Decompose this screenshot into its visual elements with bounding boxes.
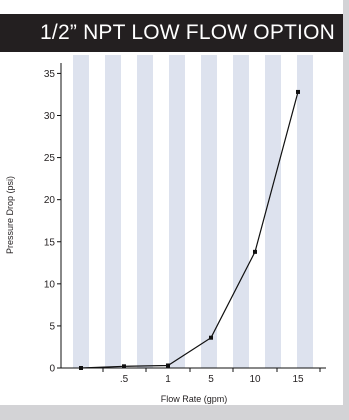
grid-stripe	[201, 55, 217, 368]
grid-stripe	[169, 55, 185, 368]
bottom-frame-band	[0, 405, 349, 420]
x-tick-label: 15	[292, 374, 304, 385]
background-stripes	[73, 55, 313, 368]
data-point	[79, 366, 83, 370]
data-point	[122, 364, 126, 369]
y-tick-label: 15	[44, 237, 56, 248]
y-axis-label: Pressure Drop (psi)	[5, 176, 15, 254]
x-tick-label: 10	[249, 374, 261, 385]
chart-card: 1/2” NPT LOW FLOW OPTION 0 5 10 15 20 25 30 35 …	[0, 14, 343, 404]
series-line	[80, 91, 299, 369]
series-layer	[79, 89, 300, 370]
data-point	[209, 335, 213, 340]
y-tick-label: 10	[44, 279, 56, 290]
x-tick-label: 5	[208, 374, 214, 385]
grid-stripe	[233, 55, 249, 368]
data-point	[253, 249, 257, 254]
y-tick-label: 30	[44, 111, 56, 122]
grid-stripe	[73, 55, 89, 368]
x-axis: .5 1 5 10 15	[61, 367, 326, 385]
y-axis: 0 5 10 15 20 25 30 35	[44, 63, 62, 375]
y-tick-label: 5	[49, 321, 55, 332]
x-tick-label: 1	[165, 374, 171, 385]
grid-stripe	[137, 55, 153, 368]
grid-stripe	[265, 55, 281, 368]
x-axis-label: Flow Rate (gpm)	[161, 394, 228, 404]
data-point	[296, 89, 300, 94]
data-point	[166, 363, 170, 368]
x-tick-label: .5	[120, 374, 129, 385]
right-frame-band	[343, 0, 349, 420]
y-tick-label: 0	[49, 364, 55, 375]
chart-title: 1/2” NPT LOW FLOW OPTION	[0, 14, 343, 52]
grid-stripe	[297, 55, 313, 368]
y-tick-label: 25	[44, 153, 56, 164]
grid-stripe	[105, 55, 121, 368]
y-tick-label: 35	[44, 69, 56, 80]
y-tick-label: 20	[44, 195, 56, 206]
